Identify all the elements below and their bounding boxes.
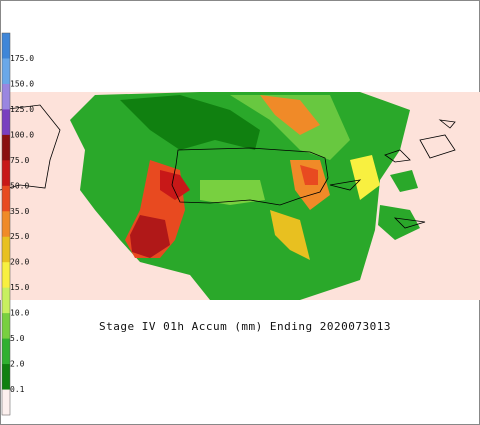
legend-swatch	[2, 236, 10, 263]
legend-swatch	[2, 211, 10, 238]
legend-swatch	[2, 83, 10, 110]
legend-label: 75.0	[10, 156, 29, 165]
legend-swatch	[2, 364, 10, 391]
legend-label: 2.0	[10, 360, 25, 369]
legend-label: 20.0	[10, 258, 29, 267]
legend-swatch	[2, 58, 10, 85]
legend-label: 150.0	[10, 79, 34, 88]
legend-swatch	[2, 134, 10, 161]
legend-label: 10.0	[10, 309, 29, 318]
legend-label: 5.0	[10, 334, 25, 343]
legend-swatch	[2, 160, 10, 187]
legend-label: 125.0	[10, 105, 34, 114]
legend-swatch	[2, 262, 10, 289]
legend-swatch	[2, 313, 10, 340]
legend-label: 50.0	[10, 181, 29, 190]
legend-swatch	[2, 185, 10, 212]
coastlines	[0, 104, 456, 229]
map-title: Stage IV 01h Accum (mm) Ending 202007301…	[99, 320, 391, 333]
legend-label: 15.0	[10, 283, 29, 292]
legend-border	[1, 32, 11, 416]
legend-label: 0.1	[10, 385, 25, 394]
color-legend: 175.0 150.0 125.0 100.0 75.0 50.0 35.0 25.0 20.0…	[1, 32, 34, 416]
legend-swatch	[2, 287, 10, 314]
legend-swatch	[2, 338, 10, 365]
legend-label: 100.0	[10, 130, 34, 139]
legend-swatch	[2, 33, 10, 59]
legend-swatch	[2, 109, 10, 136]
legend-swatch	[2, 389, 10, 416]
legend-label: 25.0	[10, 232, 29, 241]
legend-label: 175.0	[10, 54, 34, 63]
precip-field	[70, 92, 420, 300]
legend-label: 35.0	[10, 207, 29, 216]
